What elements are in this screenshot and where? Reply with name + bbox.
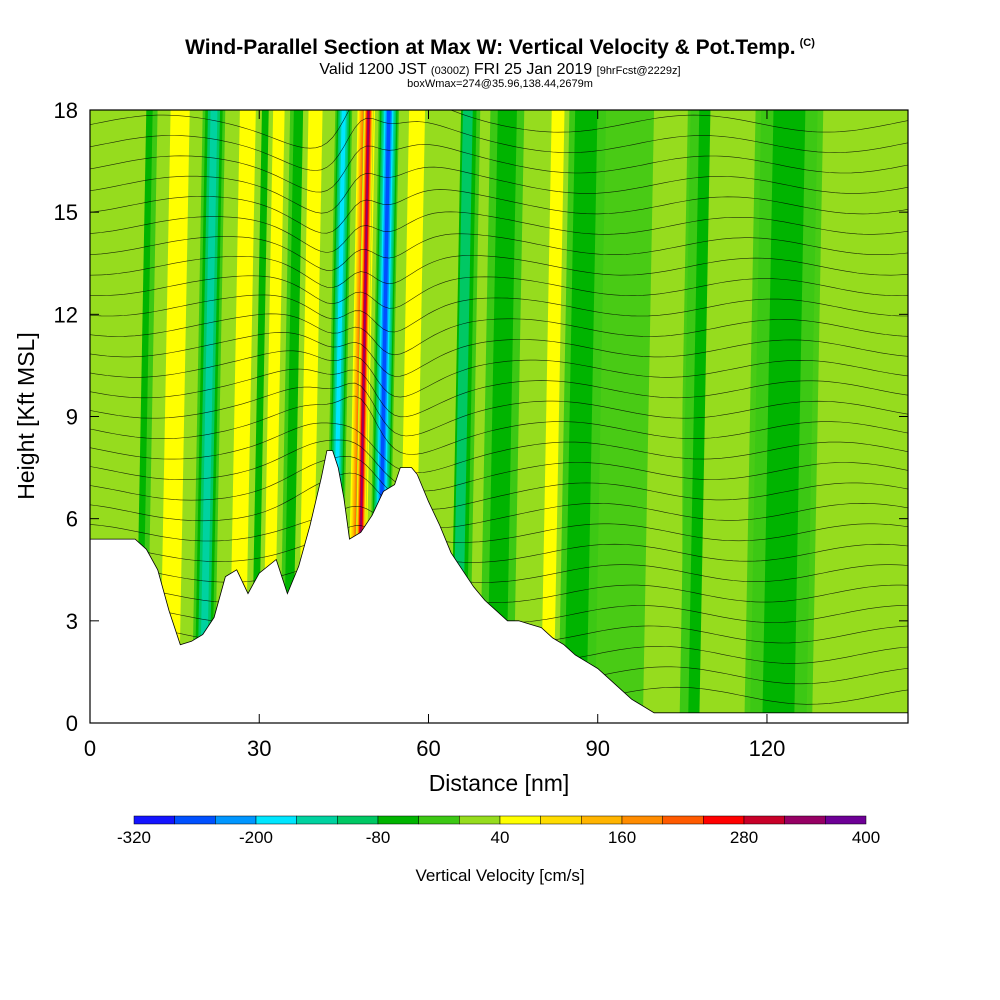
isentrope-line (90, 472, 908, 528)
colorbar-swatch (825, 815, 867, 825)
velocity-band (486, 110, 517, 723)
colorbar-tick-label: 40 (491, 828, 510, 847)
colorbar-swatch (418, 815, 460, 825)
copyright-mark: (C) (799, 37, 815, 49)
colorbar-swatch (215, 815, 257, 825)
velocity-band (282, 110, 304, 723)
x-tick-label: 120 (749, 736, 786, 761)
isentrope-line (90, 117, 908, 171)
x-tick-label: 90 (585, 736, 609, 761)
colorbar-swatch (703, 815, 745, 825)
colorbar-tick-label: -200 (239, 828, 273, 847)
colorbar-swatch (581, 815, 623, 825)
colorbar-swatch (459, 815, 501, 825)
colorbar-tick-label: -320 (117, 828, 151, 847)
terrain-mask (89, 450, 909, 724)
chart-title: Wind-Parallel Section at Max W: Vertical… (0, 36, 1000, 60)
velocity-band (540, 110, 565, 723)
y-tick-label: 0 (66, 711, 78, 736)
colorbar-swatch (133, 815, 175, 825)
isentrope-line (90, 189, 908, 234)
isentrope-line (90, 395, 908, 455)
isentrope-line (90, 313, 908, 356)
x-axis-label: Distance [nm] (429, 770, 570, 796)
colorbar-swatch (377, 815, 419, 825)
y-tick-label: 12 (54, 302, 78, 327)
isentrope-line (90, 275, 908, 309)
box-info: boxWmax=274@35.96,138.44,2679m (407, 78, 593, 90)
chart-title-text: Wind-Parallel Section at Max W: Vertical… (185, 36, 796, 59)
valid-date: FRI 25 Jan 2019 (473, 61, 593, 78)
isentrope-line (90, 505, 908, 543)
velocity-band (159, 110, 190, 723)
colorbar-swatch (540, 815, 582, 825)
valid-utc: (0300Z) (430, 65, 470, 77)
colorbar-swatch (296, 815, 338, 825)
velocity-band (699, 110, 756, 723)
colorbar-label: Vertical Velocity [cm/s] (415, 866, 584, 885)
x-tick-label: 0 (84, 736, 96, 761)
y-tick-label: 15 (54, 200, 78, 225)
isentrope-line (90, 332, 908, 377)
colorbar-swatch (499, 815, 541, 825)
isentrope-line (90, 382, 908, 437)
colorbar-swatch (621, 815, 663, 825)
velocity-band (248, 110, 270, 723)
colorbar: -320 -200 -80 40 160 280 400 (117, 815, 880, 847)
valid-prefix: Valid 1200 JST (319, 61, 427, 78)
colorbar-tick-label: 400 (852, 828, 880, 847)
colorbar-tick-label: -80 (366, 828, 391, 847)
colorbar-swatch (784, 815, 826, 825)
isentrope-line (90, 368, 908, 418)
isentrope-line (90, 144, 908, 193)
velocity-band (762, 110, 806, 723)
colorbar-swatch (174, 815, 216, 825)
y-tick-label: 3 (66, 609, 78, 634)
valid-time-line: Valid 1200 JST (0300Z) FRI 25 Jan 2019 [… (0, 61, 1000, 79)
velocity-band (228, 110, 256, 723)
isentrope-line (90, 439, 908, 492)
isentrope-line (90, 350, 908, 398)
axes: 0 30 60 90 120 0 3 6 9 12 15 18 (54, 98, 908, 761)
colorbar-swatch (743, 815, 785, 825)
y-tick-label: 9 (66, 405, 78, 430)
isentropes (90, 110, 908, 709)
x-tick-label: 60 (416, 736, 440, 761)
isentrope-line (90, 455, 908, 510)
velocity-band (199, 110, 218, 723)
forecast-info: [9hrFcst@2229z] (596, 65, 681, 77)
y-tick-label: 18 (54, 98, 78, 123)
y-axis-label: Height [Kft MSL] (13, 332, 39, 499)
isentrope-line (90, 211, 908, 253)
isentrope-line (90, 525, 908, 563)
y-tick-label: 6 (66, 507, 78, 532)
isentrope-line (90, 294, 908, 333)
terrain-profile (89, 450, 909, 724)
colorbar-tick-label: 280 (730, 828, 758, 847)
isentrope-line (90, 110, 908, 149)
isentrope-line (90, 166, 908, 214)
isentrope-line (90, 233, 908, 271)
colorbar-swatch (662, 815, 704, 825)
x-tick-label: 30 (247, 736, 271, 761)
colorbar-tick-label: 160 (608, 828, 636, 847)
velocity-band (812, 110, 880, 723)
velocity-band (642, 110, 688, 723)
colorbar-swatch (337, 815, 379, 825)
isentrope-line (90, 255, 908, 288)
colorbar-swatch (255, 815, 297, 825)
isentrope-line (90, 422, 908, 474)
